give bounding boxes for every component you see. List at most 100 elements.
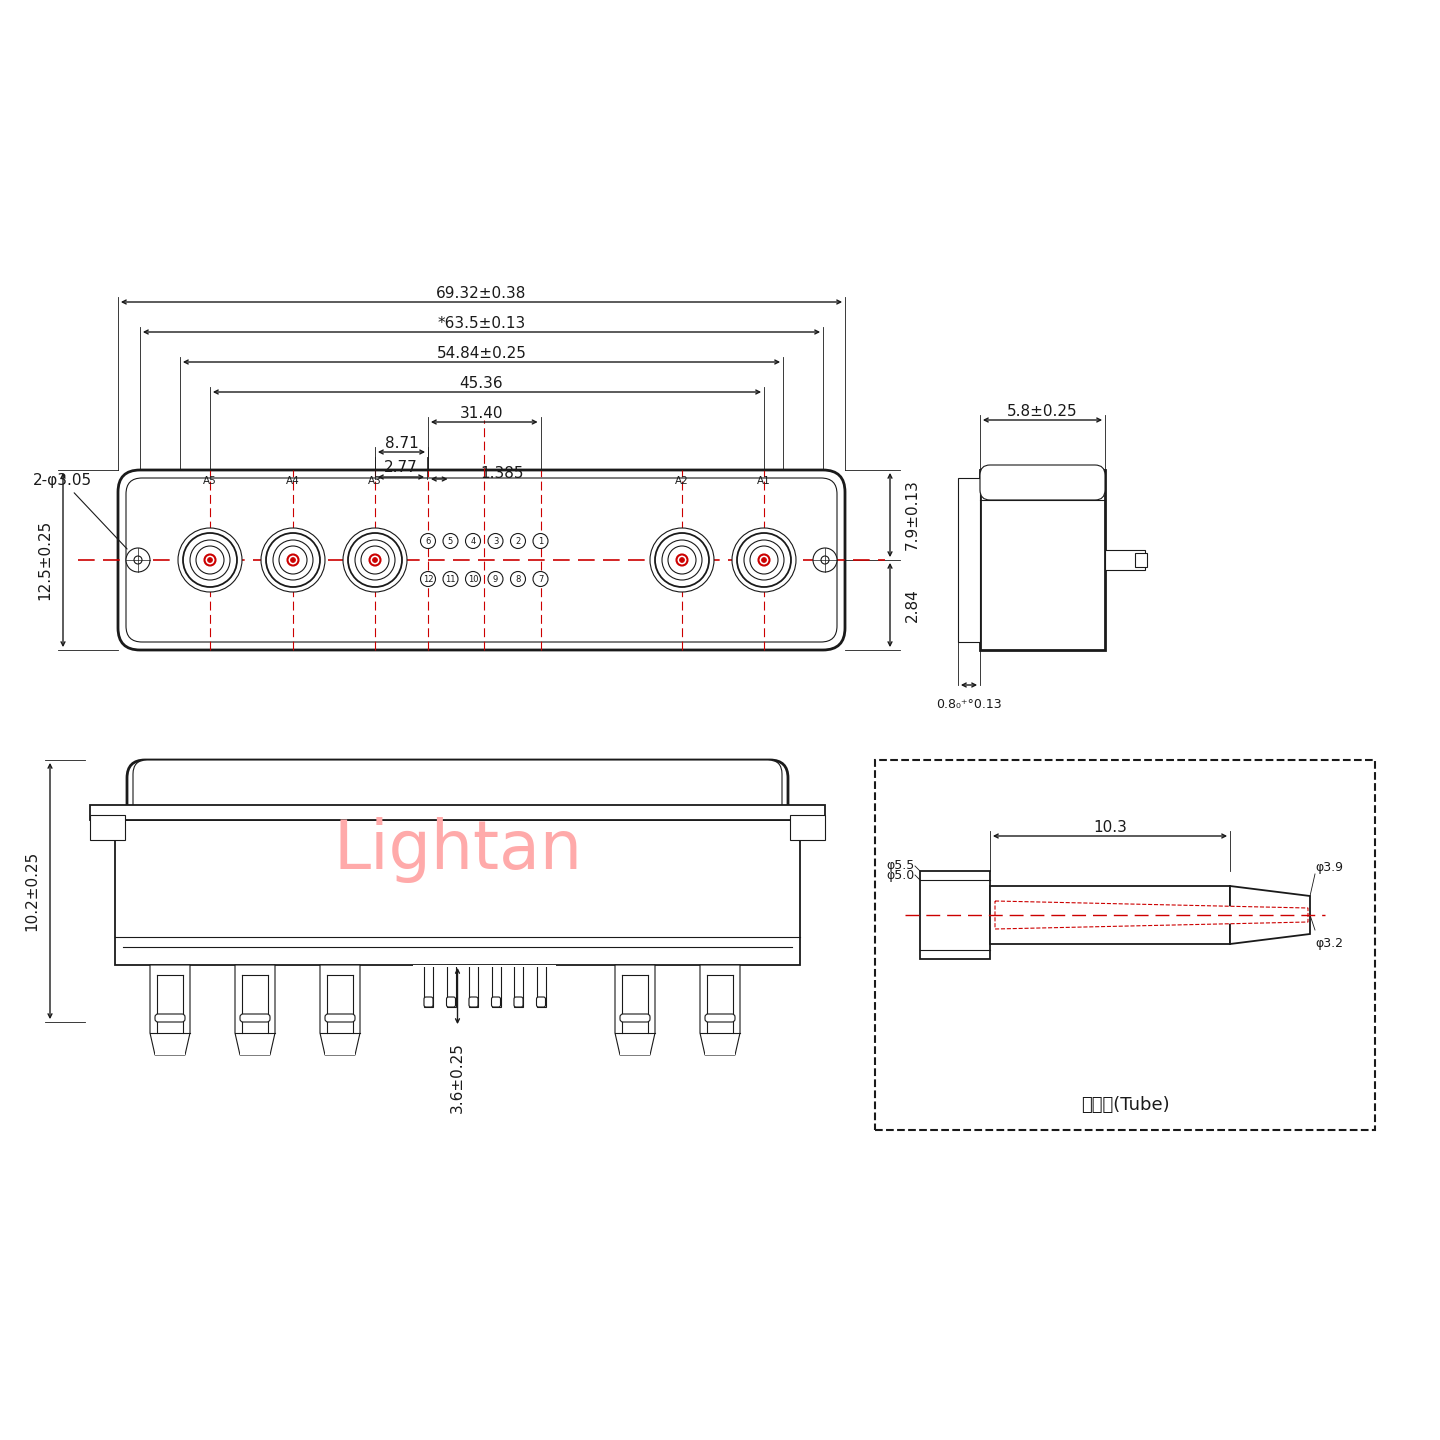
Text: A3: A3 xyxy=(369,477,382,487)
Bar xyxy=(981,469,1104,649)
Text: 12: 12 xyxy=(423,575,433,583)
FancyBboxPatch shape xyxy=(469,996,478,1007)
Circle shape xyxy=(279,546,307,575)
Circle shape xyxy=(207,557,213,563)
Text: 8.71: 8.71 xyxy=(384,435,419,451)
Text: 54.84±0.25: 54.84±0.25 xyxy=(436,346,527,360)
Polygon shape xyxy=(700,965,740,1056)
Circle shape xyxy=(533,533,549,549)
FancyBboxPatch shape xyxy=(325,1014,356,1022)
Text: 2-φ3.05: 2-φ3.05 xyxy=(33,472,127,549)
Text: 45.36: 45.36 xyxy=(459,376,504,390)
Circle shape xyxy=(662,540,703,580)
FancyBboxPatch shape xyxy=(240,1014,271,1022)
Circle shape xyxy=(744,540,783,580)
Bar xyxy=(89,805,825,819)
Text: 5: 5 xyxy=(448,537,454,546)
Text: 3.6±0.25: 3.6±0.25 xyxy=(449,1043,465,1113)
Bar xyxy=(446,965,455,1007)
FancyBboxPatch shape xyxy=(446,996,455,1007)
Text: 5.8±0.25: 5.8±0.25 xyxy=(1007,403,1077,419)
Text: 屏蔽管(Tube): 屏蔽管(Tube) xyxy=(1080,1096,1169,1115)
Text: 7: 7 xyxy=(537,575,543,583)
Bar xyxy=(89,815,125,840)
Circle shape xyxy=(533,572,549,586)
Circle shape xyxy=(190,540,230,580)
Bar xyxy=(514,965,523,1007)
Text: A5: A5 xyxy=(203,477,217,487)
Bar xyxy=(791,815,825,840)
Circle shape xyxy=(511,572,526,586)
Circle shape xyxy=(420,572,435,586)
Circle shape xyxy=(465,533,481,549)
Text: A1: A1 xyxy=(757,477,770,487)
Circle shape xyxy=(814,549,837,572)
Circle shape xyxy=(680,557,684,563)
Bar xyxy=(876,760,1375,1130)
FancyBboxPatch shape xyxy=(127,478,837,642)
Circle shape xyxy=(677,554,687,566)
Circle shape xyxy=(134,556,143,564)
Circle shape xyxy=(370,554,380,566)
Text: 2: 2 xyxy=(516,537,521,546)
Text: 10.2±0.25: 10.2±0.25 xyxy=(24,851,39,932)
Text: 1: 1 xyxy=(539,537,543,546)
Circle shape xyxy=(361,546,389,575)
Text: A2: A2 xyxy=(675,477,688,487)
Circle shape xyxy=(732,528,796,592)
Text: 3: 3 xyxy=(492,537,498,546)
Circle shape xyxy=(488,572,503,586)
FancyBboxPatch shape xyxy=(706,1014,734,1022)
Bar xyxy=(240,1022,271,1056)
Polygon shape xyxy=(235,965,275,1056)
FancyBboxPatch shape xyxy=(132,760,782,819)
Circle shape xyxy=(488,533,503,549)
Circle shape xyxy=(288,554,298,566)
Bar xyxy=(621,1022,649,1056)
Circle shape xyxy=(127,549,150,572)
Text: 6: 6 xyxy=(425,537,431,546)
Bar xyxy=(491,965,501,1007)
Circle shape xyxy=(373,557,377,563)
Text: 2.77: 2.77 xyxy=(384,461,418,475)
FancyBboxPatch shape xyxy=(118,469,845,649)
Circle shape xyxy=(655,533,708,588)
Text: 8: 8 xyxy=(516,575,521,583)
Text: 0.8₀⁺°0.13: 0.8₀⁺°0.13 xyxy=(936,698,1002,711)
FancyBboxPatch shape xyxy=(537,996,546,1007)
Polygon shape xyxy=(320,965,360,1056)
Text: 10.3: 10.3 xyxy=(1093,819,1128,835)
Circle shape xyxy=(261,528,325,592)
Circle shape xyxy=(420,533,435,549)
Polygon shape xyxy=(1230,886,1310,945)
Bar xyxy=(156,1022,184,1056)
Polygon shape xyxy=(150,965,190,1056)
Text: φ5.0: φ5.0 xyxy=(887,868,914,881)
Circle shape xyxy=(348,533,402,588)
Circle shape xyxy=(204,554,216,566)
Text: 11: 11 xyxy=(445,575,455,583)
FancyBboxPatch shape xyxy=(981,465,1104,500)
Circle shape xyxy=(668,546,696,575)
FancyBboxPatch shape xyxy=(491,996,501,1007)
Bar xyxy=(537,965,546,1007)
Circle shape xyxy=(291,557,295,563)
Polygon shape xyxy=(995,901,1308,929)
Bar xyxy=(413,965,556,968)
Circle shape xyxy=(356,540,395,580)
Text: 10: 10 xyxy=(468,575,478,583)
Text: φ3.2: φ3.2 xyxy=(1315,937,1344,950)
Text: 69.32±0.38: 69.32±0.38 xyxy=(436,285,527,301)
FancyBboxPatch shape xyxy=(127,760,788,825)
Text: φ3.9: φ3.9 xyxy=(1315,861,1344,874)
Bar xyxy=(920,871,991,959)
Bar xyxy=(706,1022,734,1056)
Text: *63.5±0.13: *63.5±0.13 xyxy=(438,315,526,331)
Text: 12.5±0.25: 12.5±0.25 xyxy=(37,520,52,600)
Bar xyxy=(115,819,801,965)
Bar xyxy=(958,478,981,642)
FancyBboxPatch shape xyxy=(156,1014,184,1022)
FancyBboxPatch shape xyxy=(621,1014,649,1022)
Polygon shape xyxy=(615,965,655,1056)
Circle shape xyxy=(183,533,238,588)
